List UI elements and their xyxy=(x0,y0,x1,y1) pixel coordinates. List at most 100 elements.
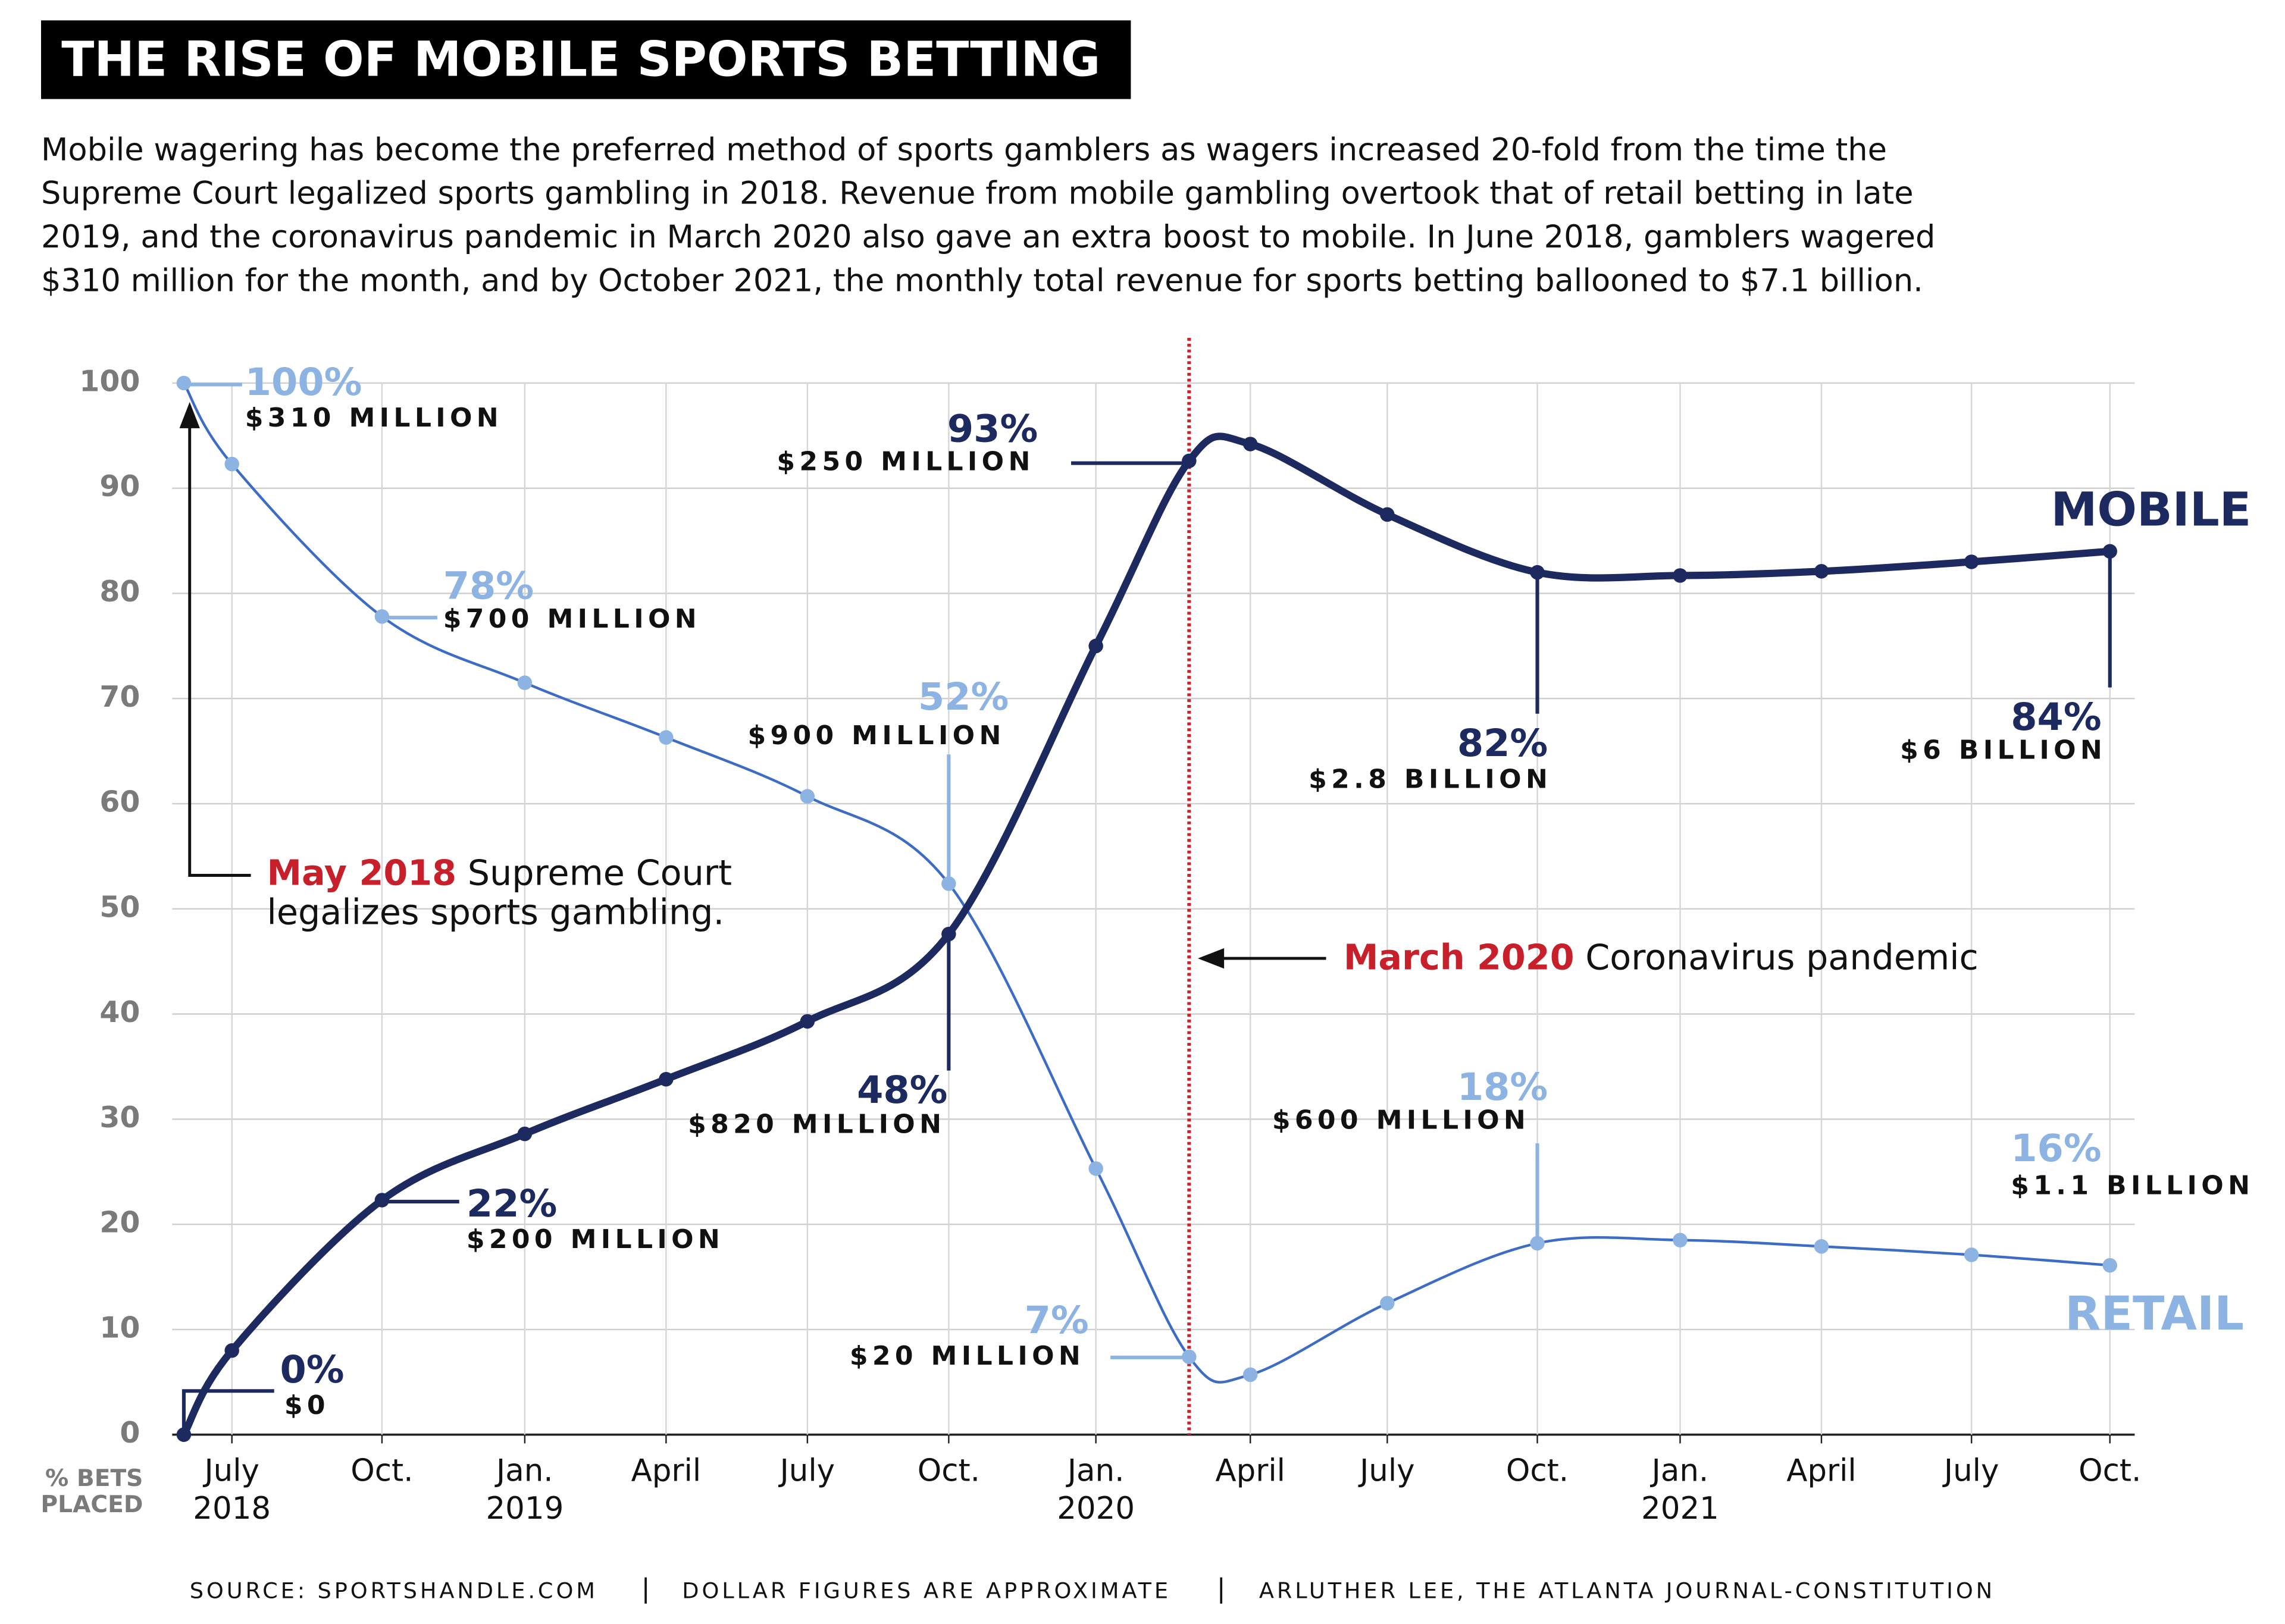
y-tick-label: 60 xyxy=(99,785,140,819)
subtitle: Supreme Court legalized sports gambling … xyxy=(41,175,1914,212)
x-tick-label: April xyxy=(1215,1453,1285,1488)
data-point xyxy=(1088,638,1103,654)
x-tick-label: July xyxy=(1358,1453,1414,1488)
data-point xyxy=(1242,1367,1258,1382)
value-label: 22% xyxy=(467,1182,557,1226)
annotation: May 2018 Supreme Court xyxy=(267,852,732,893)
value-label: 16% xyxy=(2011,1127,2101,1171)
y-tick-label: 70 xyxy=(99,680,140,714)
x-tick-label: April xyxy=(631,1453,702,1488)
subtitle: $310 million for the month, and by Octob… xyxy=(41,263,1923,299)
data-point xyxy=(224,456,239,472)
x-year-label: 2021 xyxy=(1641,1491,1719,1526)
arrow-line xyxy=(188,425,251,877)
series-line xyxy=(183,382,2110,1384)
x-tick-label: Jan. xyxy=(1066,1453,1125,1488)
value-label: 100% xyxy=(245,360,362,405)
x-tick-label: Jan. xyxy=(1650,1453,1709,1488)
y-tick-label: 0 xyxy=(120,1416,140,1450)
value-label: 84% xyxy=(2011,695,2101,739)
x-tick-label: July xyxy=(203,1453,259,1488)
data-point xyxy=(2102,544,2117,559)
data-point xyxy=(224,1343,239,1358)
y-tick-label: 50 xyxy=(99,890,140,924)
value-label: 82% xyxy=(1457,722,1548,766)
data-point xyxy=(1530,565,1545,580)
y-axis-label: % BETS xyxy=(45,1465,143,1492)
value-label: 78% xyxy=(443,565,534,609)
data-point xyxy=(1814,564,1829,579)
dollar-label: $820 MILLION xyxy=(688,1109,946,1140)
x-tick-label: Oct. xyxy=(1506,1453,1569,1488)
data-point xyxy=(1242,437,1258,452)
title-box xyxy=(40,20,1131,99)
y-tick-label: 40 xyxy=(99,995,140,1029)
annotation: legalizes sports gambling. xyxy=(267,892,724,933)
subtitle: Mobile wagering has become the preferred… xyxy=(41,131,1887,168)
data-point xyxy=(941,876,956,891)
annotation-highlight: March 2020 xyxy=(1344,937,1575,978)
value-label: 7% xyxy=(1025,1299,1089,1343)
annotation-text: Supreme Court xyxy=(456,852,732,893)
data-point xyxy=(659,1071,674,1087)
data-point xyxy=(1182,1349,1197,1365)
data-point xyxy=(941,927,956,942)
x-tick-label: Jan. xyxy=(494,1453,553,1488)
x-tick-label: April xyxy=(1786,1453,1857,1488)
x-year-label: 2019 xyxy=(486,1491,564,1526)
y-tick-label: 90 xyxy=(99,469,140,503)
annotation-text: Coronavirus pandemic xyxy=(1575,937,1979,978)
dollar-label: $700 MILLION xyxy=(443,604,701,634)
arrow-head xyxy=(1198,948,1225,969)
data-point xyxy=(517,675,533,690)
y-tick-label: 80 xyxy=(99,575,140,609)
dollar-label: $6 BILLION xyxy=(1900,735,2106,765)
data-point xyxy=(1182,453,1197,468)
dollar-label: $200 MILLION xyxy=(467,1224,724,1255)
y-tick-label: 30 xyxy=(99,1101,140,1134)
data-point xyxy=(1380,507,1395,522)
value-label: 48% xyxy=(857,1068,947,1112)
series-name: RETAIL xyxy=(2065,1287,2244,1341)
leader-line xyxy=(181,1389,274,1435)
chart-title: THE RISE OF MOBILE SPORTS BETTING xyxy=(61,32,1100,87)
x-year-label: 2020 xyxy=(1057,1491,1135,1526)
data-point xyxy=(659,730,674,745)
data-point xyxy=(1088,1161,1103,1176)
value-label: 93% xyxy=(947,407,1038,451)
value-label: 18% xyxy=(1457,1065,1548,1109)
data-point xyxy=(1673,568,1688,583)
x-tick-label: Oct. xyxy=(2079,1453,2141,1488)
y-tick-label: 100 xyxy=(79,364,140,398)
x-tick-label: Oct. xyxy=(350,1453,413,1488)
y-tick-label: 20 xyxy=(99,1206,140,1240)
value-label: 52% xyxy=(918,675,1009,719)
annotation: March 2020 Coronavirus pandemic xyxy=(1344,937,1979,978)
dollar-label: $2.8 BILLION xyxy=(1309,764,1552,794)
dollar-label: $310 MILLION xyxy=(245,403,503,433)
footer-text: DOLLAR FIGURES ARE APPROXIMATE xyxy=(682,1578,1171,1604)
x-tick-label: Oct. xyxy=(918,1453,980,1488)
data-point xyxy=(1964,1247,1979,1262)
data-point xyxy=(1673,1233,1688,1247)
dollar-label: $1.1 BILLION xyxy=(2011,1170,2254,1200)
data-point xyxy=(800,1014,815,1029)
data-point xyxy=(2102,1258,2117,1273)
footer-text: SOURCE: SPORTSHANDLE.COM xyxy=(190,1578,598,1604)
series-line xyxy=(180,432,2111,1437)
dollar-label: $0 xyxy=(284,1390,330,1421)
dollar-label: $600 MILLION xyxy=(1272,1105,1530,1135)
series-name: MOBILE xyxy=(2051,482,2251,537)
data-point xyxy=(1964,554,1979,569)
data-point xyxy=(517,1126,533,1142)
annotation-highlight: May 2018 xyxy=(267,852,456,893)
footer-text: ARLUTHER LEE, THE ATLANTA JOURNAL-CONSTI… xyxy=(1259,1578,1995,1604)
x-year-label: 2018 xyxy=(193,1491,271,1526)
dollar-label: $20 MILLION xyxy=(850,1341,1085,1371)
dollar-label: $900 MILLION xyxy=(747,720,1005,751)
y-axis-label: PLACED xyxy=(40,1491,143,1518)
dollar-label: $250 MILLION xyxy=(777,447,1034,477)
subtitle: 2019, and the coronavirus pandemic in Ma… xyxy=(41,219,1935,255)
